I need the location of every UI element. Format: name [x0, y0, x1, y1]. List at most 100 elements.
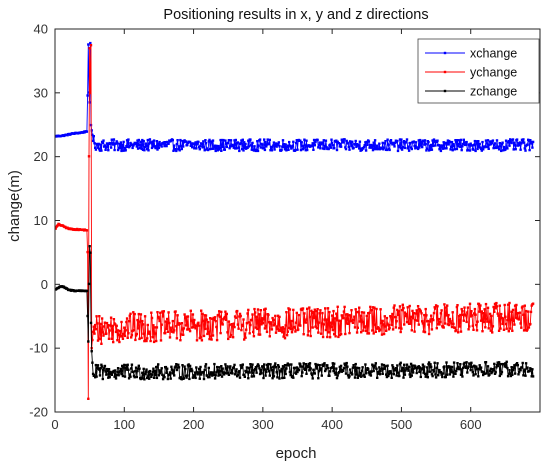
zchange-point: [224, 367, 228, 370]
zchange-point: [466, 366, 470, 370]
ychange-point: [310, 311, 314, 314]
zchange-point: [460, 368, 463, 371]
xchange-point: [141, 148, 145, 151]
zchange-point: [272, 375, 276, 378]
xchange-point: [445, 147, 448, 150]
ychange-point: [340, 314, 343, 317]
ychange-point: [387, 328, 391, 331]
ychange-point: [529, 322, 532, 326]
xchange-point: [152, 139, 156, 142]
zchange-point: [497, 364, 500, 368]
zchange-point: [130, 363, 134, 366]
ychange-point: [151, 336, 154, 339]
ychange-point: [202, 334, 206, 338]
xchange-point: [235, 147, 238, 150]
zchange-point: [162, 374, 165, 377]
xchange-point: [267, 142, 271, 146]
ychange-point: [291, 328, 294, 331]
ychange-point: [118, 340, 121, 344]
xchange-point: [318, 141, 321, 144]
zchange-point: [280, 367, 283, 371]
xchange-point: [527, 139, 531, 142]
zchange-point: [488, 373, 491, 376]
zchange-point: [382, 363, 386, 367]
zchange-point: [435, 366, 438, 370]
ychange-point: [175, 325, 178, 328]
xchange-point: [250, 148, 253, 151]
ychange-point: [379, 308, 382, 311]
ychange-point: [335, 312, 338, 315]
ychange-point: [97, 337, 100, 340]
ychange-point: [135, 332, 138, 336]
xchange-point: [306, 148, 309, 152]
xchange-point: [233, 147, 237, 150]
xchange-point: [484, 139, 488, 142]
ychange-point: [360, 311, 364, 314]
xchange-point: [227, 139, 231, 142]
xchange-point: [518, 141, 522, 144]
xchange-point: [208, 138, 211, 142]
ychange-point: [287, 307, 290, 310]
ychange-point: [468, 325, 471, 328]
ychange-point: [102, 334, 105, 337]
ychange-point: [139, 313, 143, 316]
ychange-point: [192, 326, 195, 329]
zchange-point: [401, 366, 404, 369]
ychange-point: [405, 320, 409, 324]
zchange-point: [240, 366, 243, 370]
ychange-point: [504, 315, 507, 318]
ychange-point: [391, 312, 394, 316]
xchange-point: [456, 139, 459, 142]
ychange-point: [267, 313, 270, 317]
ychange-point: [211, 317, 214, 320]
xchange-point: [381, 141, 384, 145]
ychange-point: [416, 319, 419, 322]
xchange-point: [263, 148, 267, 152]
ychange-point: [91, 330, 95, 334]
xchange-point: [251, 141, 254, 145]
ychange-point: [254, 326, 258, 329]
ychange-point: [392, 306, 395, 309]
xchange-point: [453, 148, 456, 151]
xchange-point: [363, 144, 366, 147]
xchange-point: [396, 149, 400, 153]
ychange-point: [132, 329, 136, 332]
ychange-point: [481, 330, 484, 333]
ychange-point: [485, 317, 488, 321]
xchange-point: [289, 145, 292, 148]
zchange-point: [494, 371, 497, 374]
xchange-point: [425, 149, 428, 152]
ychange-point: [175, 337, 179, 340]
xchange-point: [130, 143, 134, 147]
ychange-point: [443, 303, 446, 306]
ychange-point: [96, 322, 99, 325]
ychange-point: [122, 332, 125, 336]
ychange-point: [403, 323, 406, 326]
zchange-point: [234, 370, 237, 373]
ychange-point: [134, 334, 138, 337]
ychange-point: [409, 315, 413, 318]
zchange-point: [310, 373, 314, 377]
zchange-point: [218, 373, 222, 376]
ychange-point: [184, 324, 188, 327]
xchange-point: [416, 147, 420, 151]
ychange-point: [184, 316, 187, 320]
xchange-point: [364, 141, 367, 144]
xchange-point: [499, 145, 502, 148]
ychange-point: [272, 318, 275, 322]
zchange-point: [217, 374, 220, 377]
ychange-point: [326, 335, 329, 339]
xchange-point: [387, 143, 390, 146]
y-tick-label: -10: [29, 341, 48, 356]
zchange-point: [455, 367, 459, 370]
xchange-point: [225, 145, 228, 149]
zchange-point: [390, 376, 393, 379]
xchange-point: [450, 145, 453, 149]
xchange-point: [459, 145, 462, 149]
zchange-point: [270, 366, 273, 369]
y-tick-label: 0: [41, 277, 48, 292]
zchange-point: [124, 366, 127, 370]
zchange-point: [433, 361, 436, 364]
ychange-point: [362, 311, 366, 314]
ychange-point: [94, 328, 98, 331]
